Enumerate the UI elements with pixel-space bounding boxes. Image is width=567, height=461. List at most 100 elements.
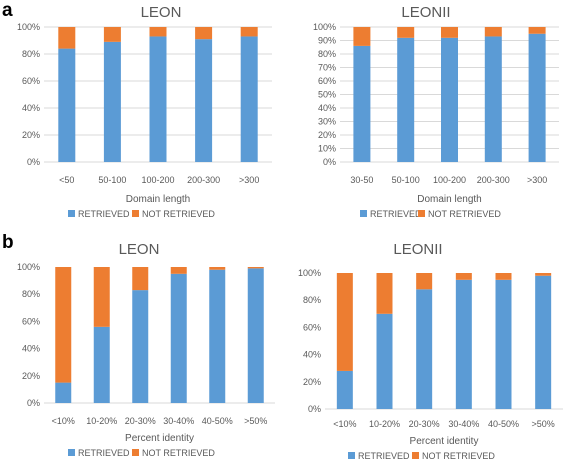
bar-retrieved [397, 37, 415, 162]
bar-not-retrieved [455, 273, 472, 280]
bar-retrieved [528, 33, 546, 162]
legend-label-retrieved: RETRIEVED [78, 448, 130, 458]
y-tick-label: 10% [318, 144, 336, 154]
legend-label-retrieved: RETRIEVED [78, 209, 130, 219]
bar-not-retrieved [58, 27, 76, 49]
x-tick-label: 10-20% [369, 419, 400, 429]
y-tick-label: 20% [318, 130, 336, 140]
legend-swatch-retrieved [68, 449, 75, 456]
y-tick-label: 80% [318, 49, 336, 59]
x-tick-label: 100-200 [433, 175, 466, 185]
bar-retrieved [495, 279, 512, 409]
y-tick-label: 40% [318, 103, 336, 113]
y-tick-label: 30% [318, 117, 336, 127]
x-tick-label: <10% [52, 416, 75, 426]
x-tick-label: 20-30% [125, 416, 156, 426]
legend-swatch-retrieved [360, 210, 367, 217]
bar-not-retrieved [170, 267, 187, 274]
y-tick-label: 40% [22, 103, 40, 113]
bar-not-retrieved [247, 267, 264, 269]
y-tick-label: 70% [318, 63, 336, 73]
y-tick-label: 60% [318, 76, 336, 86]
bar-retrieved [376, 313, 393, 409]
bar-not-retrieved [397, 27, 415, 38]
legend-swatch-not-retrieved [412, 452, 419, 459]
bar-not-retrieved [336, 273, 353, 371]
y-tick-label: 40% [303, 350, 321, 360]
x-tick-label: 50-100 [98, 175, 126, 185]
bar-not-retrieved [132, 267, 149, 291]
y-tick-label: 50% [318, 90, 336, 100]
panel-letter-b: b [2, 232, 14, 253]
y-tick-label: 0% [27, 157, 40, 167]
legend-swatch-not-retrieved [132, 210, 139, 217]
bar-retrieved [132, 290, 149, 403]
x-axis-label: Domain length [417, 194, 481, 205]
legend-swatch-retrieved [348, 452, 355, 459]
y-tick-label: 20% [303, 377, 321, 387]
y-tick-label: 100% [17, 22, 40, 32]
bar-not-retrieved [484, 27, 502, 37]
x-axis-label: Percent identity [125, 433, 194, 444]
y-tick-label: 0% [308, 404, 321, 414]
bar-retrieved [93, 326, 110, 403]
bar-retrieved [209, 269, 226, 403]
bar-not-retrieved [376, 273, 393, 314]
bar-not-retrieved [55, 267, 72, 383]
x-tick-label: 10-20% [86, 416, 117, 426]
legend-swatch-not-retrieved [132, 449, 139, 456]
y-tick-label: 80% [22, 289, 40, 299]
legend-label-not-retrieved: NOT RETRIEVED [428, 209, 501, 219]
bar-retrieved [103, 41, 121, 162]
x-axis-label: Percent identity [410, 436, 479, 447]
bar-not-retrieved [528, 27, 546, 34]
x-tick-label: >300 [239, 175, 259, 185]
y-tick-label: 20% [22, 371, 40, 381]
legend-swatch-retrieved [68, 210, 75, 217]
y-tick-label: 60% [303, 322, 321, 332]
bar-retrieved [58, 48, 76, 162]
chart-leon-domain-length: LEON 0% 20% 40% 60% 80% 100% <50 50-100 100-200 20… [17, 4, 272, 219]
chart-title: LEONII [401, 4, 450, 21]
bar-not-retrieved [416, 273, 433, 290]
y-tick-label: 60% [22, 316, 40, 326]
x-tick-label: >50% [532, 419, 555, 429]
x-tick-label: 100-200 [141, 175, 174, 185]
bar-retrieved [535, 275, 552, 409]
x-tick-label: 30-50 [350, 175, 373, 185]
x-tick-label: >300 [527, 175, 547, 185]
chart-leon-percent-identity: LEON 0% 20% 40% 60% 80% 100% <10% 10-20% 20-30% 30… [17, 241, 275, 458]
bar-not-retrieved [209, 267, 226, 270]
chart-leonii-domain-length: LEONII 0% 10% 20% 30% 40% 50% 60% 70% 80% 90% 100% 3… [313, 4, 559, 219]
y-tick-label: 80% [22, 49, 40, 59]
x-tick-label: <50 [59, 175, 74, 185]
bar-retrieved [170, 273, 187, 403]
chart-leonii-percent-identity: LEONII 0% 20% 40% 60% 80% 100% <10% 10-20% 20-30%… [298, 241, 563, 461]
bar-not-retrieved [149, 27, 167, 37]
bar-not-retrieved [353, 27, 371, 46]
y-tick-label: 20% [22, 130, 40, 140]
x-tick-label: 50-100 [392, 175, 420, 185]
y-tick-label: 80% [303, 295, 321, 305]
bar-retrieved [455, 279, 472, 409]
y-tick-label: 90% [318, 36, 336, 46]
bar-retrieved [441, 37, 458, 162]
bar-retrieved [247, 268, 264, 403]
legend-label-not-retrieved: NOT RETRIEVED [422, 451, 495, 461]
bar-retrieved [484, 36, 502, 163]
x-tick-label: 200-300 [187, 175, 220, 185]
x-tick-label: <10% [333, 419, 356, 429]
bar-retrieved [416, 289, 433, 409]
chart-title: LEON [119, 241, 160, 258]
legend-label-retrieved: RETRIEVED [358, 451, 410, 461]
x-axis-label: Domain length [126, 194, 190, 205]
y-tick-label: 100% [17, 262, 40, 272]
y-tick-label: 100% [313, 22, 336, 32]
bar-not-retrieved [495, 273, 512, 280]
x-tick-label: 200-300 [477, 175, 510, 185]
y-tick-label: 60% [22, 76, 40, 86]
x-tick-label: >50% [244, 416, 267, 426]
bar-retrieved [149, 36, 167, 163]
bar-retrieved [336, 370, 353, 409]
x-tick-label: 30-40% [448, 419, 479, 429]
